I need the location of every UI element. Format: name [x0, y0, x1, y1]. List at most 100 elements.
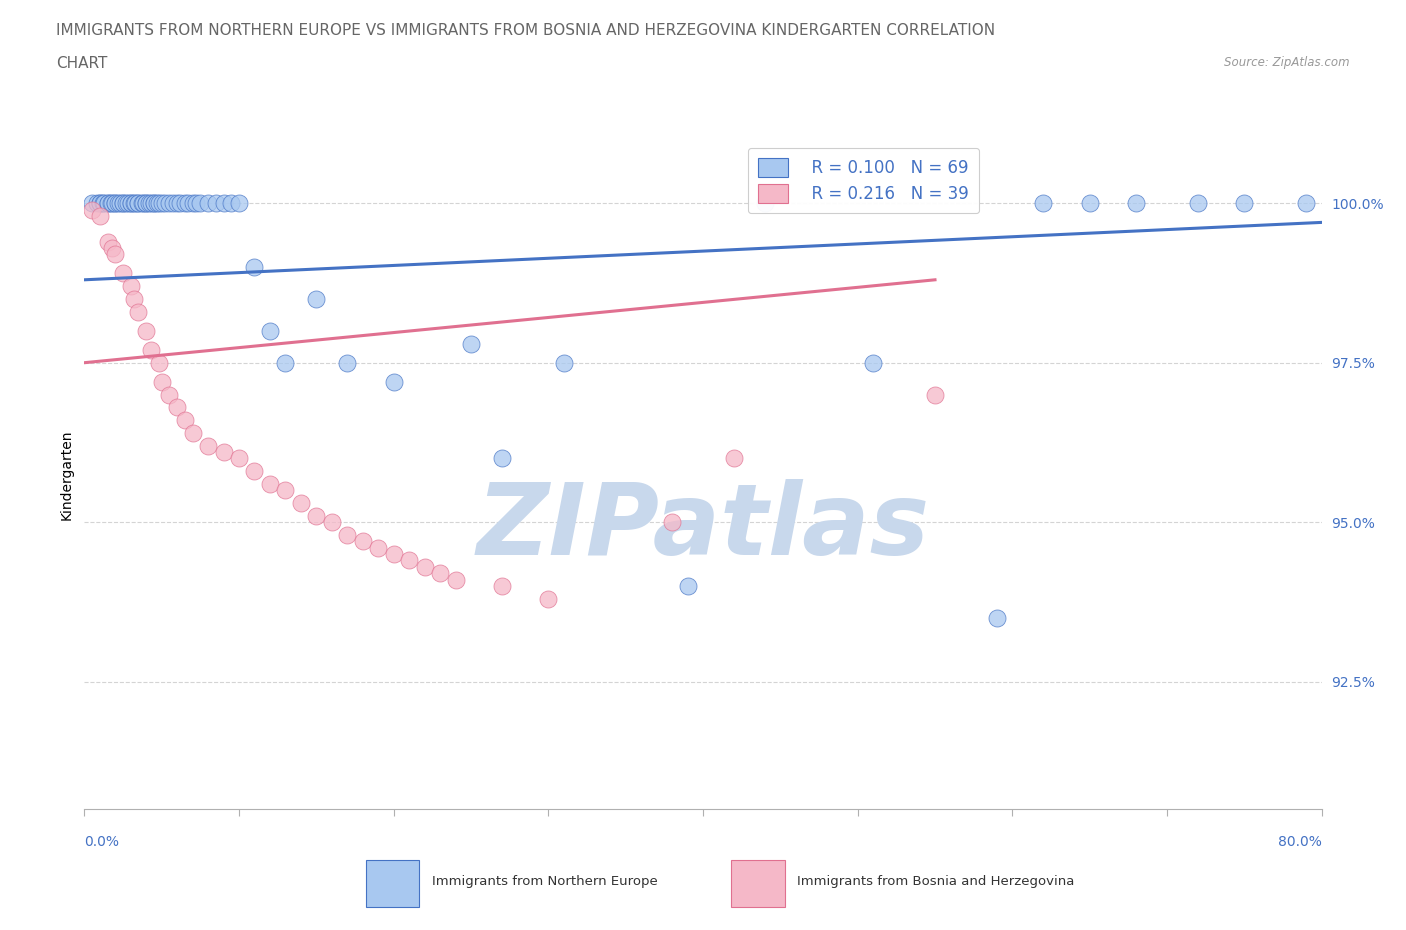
Point: [723, 451, 745, 466]
Point: [89, 196, 111, 211]
Point: [429, 565, 451, 580]
Point: [924, 387, 946, 402]
Point: [321, 514, 343, 529]
Point: [491, 451, 513, 466]
Point: [661, 514, 683, 529]
Point: [676, 578, 699, 593]
Point: [120, 196, 142, 211]
Point: [444, 572, 467, 587]
Point: [986, 610, 1008, 625]
Point: [89, 196, 111, 211]
Point: [150, 375, 173, 390]
Point: [139, 342, 162, 357]
Text: Immigrants from Bosnia and Herzegovina: Immigrants from Bosnia and Herzegovina: [797, 875, 1074, 888]
Point: [108, 196, 131, 211]
Point: [290, 496, 312, 511]
Point: [1233, 196, 1256, 211]
Point: [159, 387, 180, 402]
Point: [89, 208, 111, 223]
Point: [1078, 196, 1101, 211]
Point: [96, 196, 118, 211]
Point: [553, 355, 575, 370]
Point: [101, 196, 124, 211]
Point: [219, 196, 242, 211]
Point: [132, 196, 155, 211]
Point: [135, 324, 157, 339]
Point: [243, 259, 266, 274]
FancyBboxPatch shape: [731, 860, 785, 907]
Point: [382, 375, 405, 390]
Point: [112, 196, 135, 211]
Point: [96, 234, 118, 249]
Text: CHART: CHART: [56, 56, 108, 71]
Point: [188, 196, 211, 211]
Point: [107, 196, 129, 211]
Legend:   R = 0.100   N = 69,   R = 0.216   N = 39: R = 0.100 N = 69, R = 0.216 N = 39: [748, 148, 979, 213]
Text: IMMIGRANTS FROM NORTHERN EUROPE VS IMMIGRANTS FROM BOSNIA AND HERZEGOVINA KINDER: IMMIGRANTS FROM NORTHERN EUROPE VS IMMIG…: [56, 23, 995, 38]
Point: [259, 324, 281, 339]
Point: [177, 196, 200, 211]
Point: [139, 196, 162, 211]
Point: [1295, 196, 1317, 211]
Point: [122, 196, 145, 211]
Point: [135, 196, 157, 211]
Point: [205, 196, 228, 211]
Point: [127, 304, 149, 319]
Point: [91, 196, 114, 211]
Point: [122, 291, 145, 306]
Point: [537, 591, 560, 606]
Point: [274, 483, 297, 498]
Point: [104, 196, 127, 211]
Point: [96, 196, 118, 211]
Point: [352, 534, 374, 549]
Point: [413, 559, 436, 574]
Point: [143, 196, 166, 211]
Point: [148, 196, 170, 211]
Point: [117, 196, 139, 211]
Point: [1187, 196, 1209, 211]
Point: [336, 355, 359, 370]
Point: [305, 509, 328, 524]
Point: [754, 196, 776, 211]
Point: [212, 196, 235, 211]
Text: ZIPatlas: ZIPatlas: [477, 479, 929, 577]
Point: [127, 196, 149, 211]
Text: 80.0%: 80.0%: [1278, 835, 1322, 849]
Text: Source: ZipAtlas.com: Source: ZipAtlas.com: [1225, 56, 1350, 69]
Point: [174, 413, 197, 428]
Y-axis label: Kindergarten: Kindergarten: [59, 429, 73, 520]
Point: [100, 196, 122, 211]
Point: [146, 196, 169, 211]
Point: [153, 196, 176, 211]
Point: [243, 464, 266, 479]
FancyBboxPatch shape: [366, 860, 419, 907]
Point: [159, 196, 180, 211]
Point: [181, 425, 204, 440]
Point: [197, 438, 219, 453]
Point: [1125, 196, 1147, 211]
Point: [212, 445, 235, 459]
Point: [112, 266, 135, 281]
Point: [112, 196, 135, 211]
Point: [150, 196, 173, 211]
Point: [174, 196, 197, 211]
Point: [148, 355, 170, 370]
Point: [460, 336, 482, 351]
Point: [181, 196, 204, 211]
Point: [82, 196, 104, 211]
Point: [274, 355, 297, 370]
Point: [138, 196, 160, 211]
Point: [197, 196, 219, 211]
Point: [82, 202, 104, 217]
Point: [93, 196, 115, 211]
Point: [101, 241, 124, 256]
Point: [228, 451, 250, 466]
Point: [491, 578, 513, 593]
Point: [862, 355, 884, 370]
Point: [115, 196, 138, 211]
Point: [367, 540, 389, 555]
Point: [398, 553, 420, 568]
Point: [382, 547, 405, 562]
Point: [166, 400, 188, 415]
Point: [104, 196, 127, 211]
